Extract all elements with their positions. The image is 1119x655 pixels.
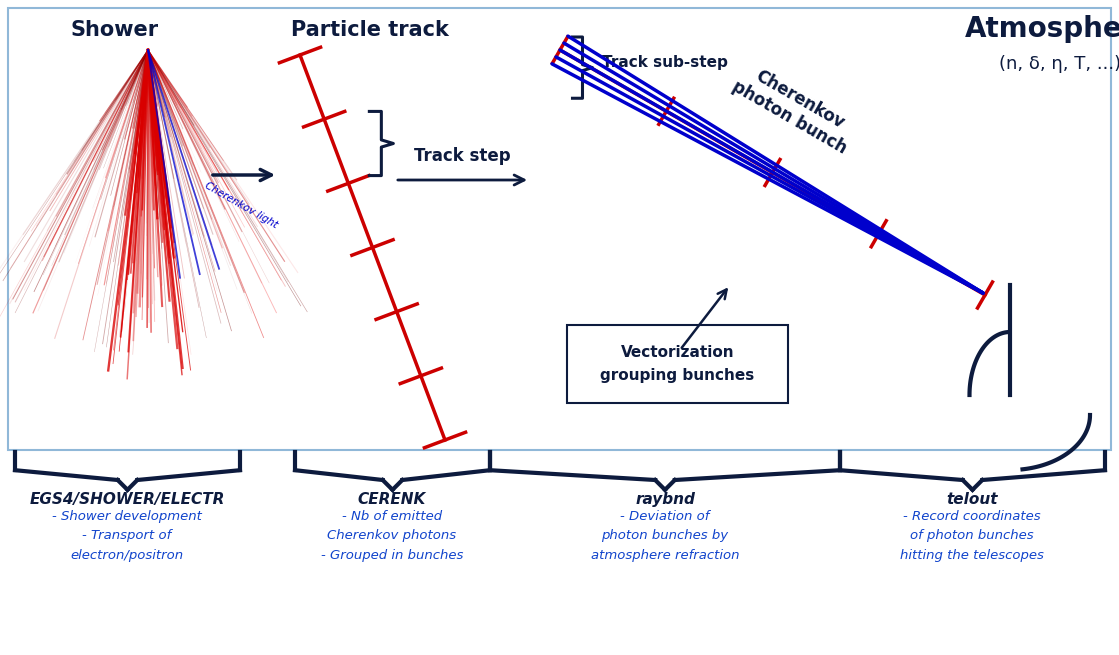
Text: telout: telout — [947, 492, 998, 507]
Text: Cherenkov
photon bunch: Cherenkov photon bunch — [730, 59, 861, 157]
Text: Cherenkov light: Cherenkov light — [203, 180, 280, 230]
FancyBboxPatch shape — [8, 8, 1111, 450]
Text: CERENK: CERENK — [358, 492, 426, 507]
Text: raybnd: raybnd — [636, 492, 695, 507]
Text: (n, δ, η, T, ...): (n, δ, η, T, ...) — [999, 55, 1119, 73]
Text: Vectorization
grouping bunches: Vectorization grouping bunches — [601, 345, 754, 383]
Text: Track sub-step: Track sub-step — [602, 55, 728, 70]
Text: - Deviation of
photon bunches by
atmosphere refraction: - Deviation of photon bunches by atmosph… — [591, 510, 740, 562]
Text: Shower: Shower — [70, 20, 159, 40]
Text: Atmosphere: Atmosphere — [965, 15, 1119, 43]
Text: Track step: Track step — [414, 147, 510, 165]
Text: Particle track: Particle track — [291, 20, 449, 40]
Text: - Nb of emitted
Cherenkov photons
- Grouped in bunches: - Nb of emitted Cherenkov photons - Grou… — [321, 510, 463, 562]
FancyBboxPatch shape — [567, 325, 788, 403]
Text: - Shower development
- Transport of
electron/positron: - Shower development - Transport of elec… — [53, 510, 201, 562]
Text: EGS4/SHOWER/ELECTR: EGS4/SHOWER/ELECTR — [29, 492, 225, 507]
Text: - Record coordinates
of photon bunches
hitting the telescopes: - Record coordinates of photon bunches h… — [900, 510, 1044, 562]
